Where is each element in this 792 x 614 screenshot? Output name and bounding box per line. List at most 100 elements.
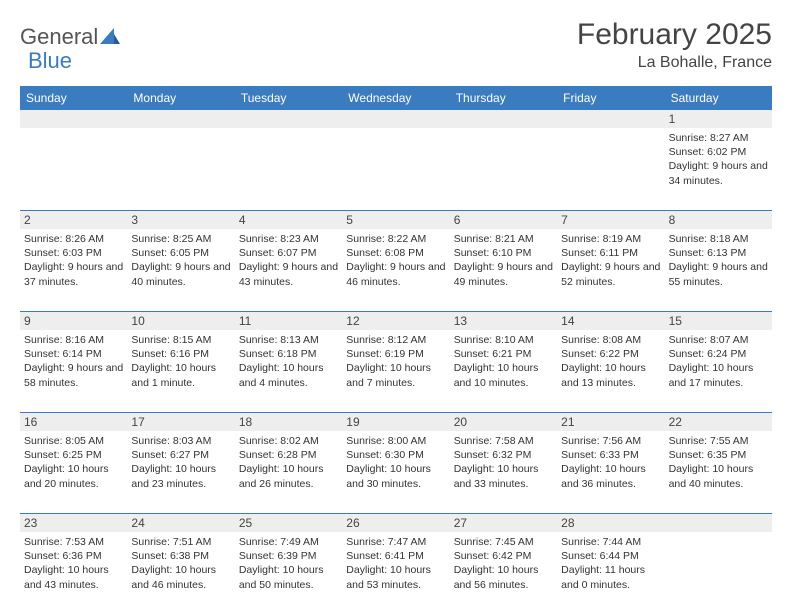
day-number (342, 110, 449, 128)
day-cell: Sunrise: 8:00 AMSunset: 6:30 PMDaylight:… (342, 431, 449, 513)
day-number: 22 (665, 413, 772, 431)
day-cell: Sunrise: 8:12 AMSunset: 6:19 PMDaylight:… (342, 330, 449, 412)
day-cell: Sunrise: 8:19 AMSunset: 6:11 PMDaylight:… (557, 229, 664, 311)
week-row: Sunrise: 8:05 AMSunset: 6:25 PMDaylight:… (20, 431, 772, 513)
sunrise-text: Sunrise: 8:10 AM (454, 333, 553, 347)
day-number (235, 110, 342, 128)
sunset-text: Sunset: 6:03 PM (24, 246, 123, 260)
sunset-text: Sunset: 6:19 PM (346, 347, 445, 361)
day-number: 9 (20, 312, 127, 330)
day-header-cell: Saturday (665, 86, 772, 110)
day-number: 16 (20, 413, 127, 431)
day-number (127, 110, 234, 128)
day-number: 23 (20, 514, 127, 532)
sunset-text: Sunset: 6:11 PM (561, 246, 660, 260)
day-cell: Sunrise: 8:15 AMSunset: 6:16 PMDaylight:… (127, 330, 234, 412)
daylight-text: Daylight: 10 hours and 33 minutes. (454, 462, 553, 490)
day-cell (235, 128, 342, 210)
day-cell: Sunrise: 8:25 AMSunset: 6:05 PMDaylight:… (127, 229, 234, 311)
day-cell (450, 128, 557, 210)
day-cell: Sunrise: 7:49 AMSunset: 6:39 PMDaylight:… (235, 532, 342, 614)
daynum-row: 9101112131415 (20, 311, 772, 330)
day-cell: Sunrise: 8:26 AMSunset: 6:03 PMDaylight:… (20, 229, 127, 311)
sunset-text: Sunset: 6:28 PM (239, 448, 338, 462)
day-cell (665, 532, 772, 614)
daylight-text: Daylight: 10 hours and 36 minutes. (561, 462, 660, 490)
daynum-row: 16171819202122 (20, 412, 772, 431)
sunset-text: Sunset: 6:16 PM (131, 347, 230, 361)
daylight-text: Daylight: 10 hours and 53 minutes. (346, 563, 445, 591)
sunset-text: Sunset: 6:14 PM (24, 347, 123, 361)
sunset-text: Sunset: 6:08 PM (346, 246, 445, 260)
sunrise-text: Sunrise: 7:55 AM (669, 434, 768, 448)
day-header-cell: Sunday (20, 86, 127, 110)
sunrise-text: Sunrise: 8:12 AM (346, 333, 445, 347)
sunrise-text: Sunrise: 7:44 AM (561, 535, 660, 549)
sunrise-text: Sunrise: 8:19 AM (561, 232, 660, 246)
week-row: Sunrise: 8:27 AMSunset: 6:02 PMDaylight:… (20, 128, 772, 210)
daylight-text: Daylight: 9 hours and 55 minutes. (669, 260, 768, 288)
day-header-cell: Thursday (450, 86, 557, 110)
day-cell: Sunrise: 7:56 AMSunset: 6:33 PMDaylight:… (557, 431, 664, 513)
daylight-text: Daylight: 9 hours and 49 minutes. (454, 260, 553, 288)
sunset-text: Sunset: 6:18 PM (239, 347, 338, 361)
day-header-row: SundayMondayTuesdayWednesdayThursdayFrid… (20, 86, 772, 110)
sunrise-text: Sunrise: 8:26 AM (24, 232, 123, 246)
sunrise-text: Sunrise: 8:21 AM (454, 232, 553, 246)
day-cell: Sunrise: 8:22 AMSunset: 6:08 PMDaylight:… (342, 229, 449, 311)
sunrise-text: Sunrise: 8:08 AM (561, 333, 660, 347)
sunset-text: Sunset: 6:44 PM (561, 549, 660, 563)
day-number: 18 (235, 413, 342, 431)
daylight-text: Daylight: 9 hours and 40 minutes. (131, 260, 230, 288)
sunset-text: Sunset: 6:38 PM (131, 549, 230, 563)
day-number: 26 (342, 514, 449, 532)
brand-name-a: General (20, 24, 98, 50)
brand-name-b: Blue (28, 48, 72, 74)
day-number: 2 (20, 211, 127, 229)
day-number: 6 (450, 211, 557, 229)
sunrise-text: Sunrise: 8:27 AM (669, 131, 768, 145)
daylight-text: Daylight: 10 hours and 17 minutes. (669, 361, 768, 389)
sunset-text: Sunset: 6:27 PM (131, 448, 230, 462)
sunset-text: Sunset: 6:41 PM (346, 549, 445, 563)
day-cell: Sunrise: 8:27 AMSunset: 6:02 PMDaylight:… (665, 128, 772, 210)
daynum-row: 2345678 (20, 210, 772, 229)
day-cell: Sunrise: 8:02 AMSunset: 6:28 PMDaylight:… (235, 431, 342, 513)
day-cell: Sunrise: 7:45 AMSunset: 6:42 PMDaylight:… (450, 532, 557, 614)
sunset-text: Sunset: 6:30 PM (346, 448, 445, 462)
daylight-text: Daylight: 10 hours and 1 minute. (131, 361, 230, 389)
day-number: 12 (342, 312, 449, 330)
day-number: 5 (342, 211, 449, 229)
day-cell: Sunrise: 8:13 AMSunset: 6:18 PMDaylight:… (235, 330, 342, 412)
day-number: 27 (450, 514, 557, 532)
header: General February 2025 La Bohalle, France (20, 18, 772, 72)
daylight-text: Daylight: 10 hours and 40 minutes. (669, 462, 768, 490)
day-number: 15 (665, 312, 772, 330)
day-cell: Sunrise: 8:03 AMSunset: 6:27 PMDaylight:… (127, 431, 234, 513)
daylight-text: Daylight: 10 hours and 56 minutes. (454, 563, 553, 591)
daylight-text: Daylight: 10 hours and 20 minutes. (24, 462, 123, 490)
day-number: 21 (557, 413, 664, 431)
day-cell: Sunrise: 7:44 AMSunset: 6:44 PMDaylight:… (557, 532, 664, 614)
sunset-text: Sunset: 6:21 PM (454, 347, 553, 361)
daylight-text: Daylight: 10 hours and 23 minutes. (131, 462, 230, 490)
brand-logo: General (20, 18, 120, 50)
weeks-container: 1Sunrise: 8:27 AMSunset: 6:02 PMDaylight… (20, 110, 772, 614)
week-row: Sunrise: 8:26 AMSunset: 6:03 PM Daylight:… (20, 229, 772, 311)
sunrise-text: Sunrise: 8:07 AM (669, 333, 768, 347)
sunrise-text: Sunrise: 8:25 AM (131, 232, 230, 246)
day-cell: Sunrise: 7:47 AMSunset: 6:41 PMDaylight:… (342, 532, 449, 614)
day-cell (557, 128, 664, 210)
sunset-text: Sunset: 6:10 PM (454, 246, 553, 260)
day-number: 19 (342, 413, 449, 431)
daylight-text: Daylight: 11 hours and 0 minutes. (561, 563, 660, 591)
sunset-text: Sunset: 6:02 PM (669, 145, 768, 159)
day-cell: Sunrise: 7:58 AMSunset: 6:32 PMDaylight:… (450, 431, 557, 513)
sunrise-text: Sunrise: 8:03 AM (131, 434, 230, 448)
day-cell (20, 128, 127, 210)
day-number (20, 110, 127, 128)
day-number: 20 (450, 413, 557, 431)
month-title: February 2025 (577, 18, 772, 52)
day-number: 25 (235, 514, 342, 532)
day-number: 14 (557, 312, 664, 330)
